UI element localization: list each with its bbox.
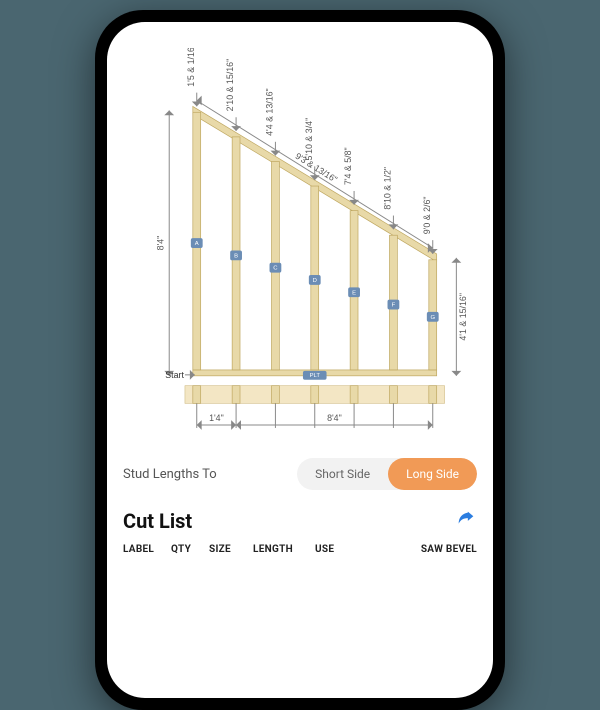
svg-text:1'5 & 1/16": 1'5 & 1/16" — [186, 48, 196, 87]
cutlist-table-header: LABEL QTY SIZE LENGTH USE SAW BEVEL — [123, 544, 477, 555]
side-toggle: Short Side Long Side — [297, 458, 477, 490]
svg-text:F: F — [392, 303, 396, 309]
stud-length-control: Stud Lengths To Short Side Long Side — [123, 458, 477, 490]
svg-text:5'10 & 3/4": 5'10 & 3/4" — [304, 118, 314, 161]
cutlist-title: Cut List — [123, 509, 192, 533]
svg-text:8'10 & 1/2": 8'10 & 1/2" — [382, 167, 392, 210]
svg-text:PLT: PLT — [310, 373, 321, 379]
svg-text:2'10 & 15/16": 2'10 & 15/16" — [225, 59, 235, 112]
phone-screen: ABCDEFGPLT8'4"4'1 & 15/16"8'4"1'4"9'3 & … — [107, 22, 493, 698]
svg-text:B: B — [234, 253, 238, 259]
toggle-short-side[interactable]: Short Side — [297, 458, 388, 490]
svg-text:1'4": 1'4" — [209, 413, 224, 423]
svg-text:C: C — [273, 266, 278, 272]
col-bevel: SAW BEVEL — [355, 544, 477, 555]
svg-text:4'4 & 13/16": 4'4 & 13/16" — [264, 88, 274, 136]
svg-text:9'0 & 2/6": 9'0 & 2/6" — [422, 196, 432, 234]
col-size: SIZE — [209, 544, 253, 555]
col-label: LABEL — [123, 544, 171, 555]
svg-text:Start: Start — [165, 370, 184, 380]
toggle-long-side[interactable]: Long Side — [388, 458, 477, 490]
svg-text:8'4": 8'4" — [155, 236, 165, 251]
app-content: ABCDEFGPLT8'4"4'1 & 15/16"8'4"1'4"9'3 & … — [107, 22, 493, 698]
col-use: USE — [315, 544, 355, 555]
svg-text:E: E — [352, 290, 356, 296]
svg-text:8'4": 8'4" — [327, 413, 342, 423]
col-length: LENGTH — [253, 544, 315, 555]
diagram-svg: ABCDEFGPLT8'4"4'1 & 15/16"8'4"1'4"9'3 & … — [123, 48, 477, 448]
svg-text:A: A — [195, 241, 199, 247]
col-qty: QTY — [171, 544, 209, 555]
svg-text:D: D — [313, 278, 317, 284]
svg-text:7'4 & 5/8": 7'4 & 5/8" — [343, 147, 353, 185]
stud-length-label: Stud Lengths To — [123, 467, 217, 482]
share-icon[interactable] — [455, 508, 477, 534]
cutlist-header: Cut List — [123, 508, 477, 534]
svg-text:4'1 & 15/16": 4'1 & 15/16" — [458, 293, 468, 341]
phone-frame: ABCDEFGPLT8'4"4'1 & 15/16"8'4"1'4"9'3 & … — [95, 10, 505, 710]
framing-diagram: ABCDEFGPLT8'4"4'1 & 15/16"8'4"1'4"9'3 & … — [123, 48, 477, 448]
svg-text:G: G — [430, 315, 435, 321]
